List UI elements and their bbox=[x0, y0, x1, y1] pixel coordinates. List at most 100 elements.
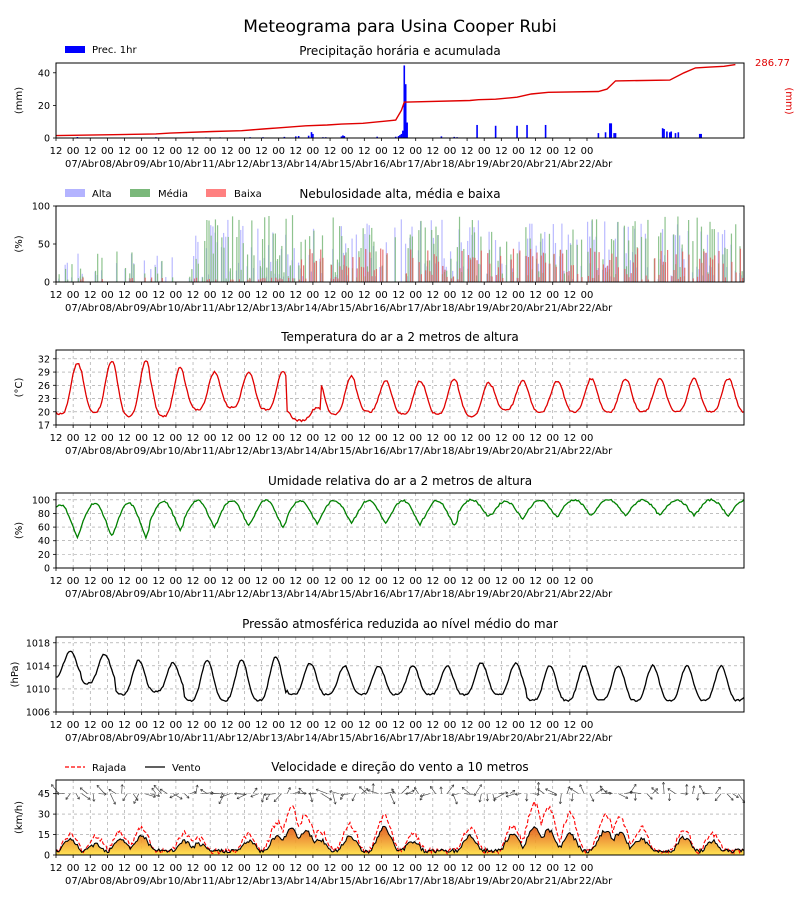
cloud-bar-media bbox=[223, 248, 224, 282]
cloud-bar-baixa bbox=[459, 268, 460, 282]
legend-label-baixa: Baixa bbox=[234, 189, 262, 200]
cloud-bar-baixa bbox=[616, 257, 617, 282]
cloud-bar-baixa bbox=[487, 253, 488, 282]
cloud-bar-media bbox=[697, 218, 698, 282]
x-date-label: 09/Abr bbox=[134, 876, 168, 887]
y-tick-label: 100 bbox=[32, 202, 50, 213]
x-tick-label: 00 bbox=[546, 863, 559, 874]
x-date-label: 10/Abr bbox=[168, 159, 202, 170]
cloud-bar-baixa bbox=[663, 262, 664, 282]
cloud-bar-media bbox=[251, 220, 252, 282]
cloud-bar-baixa bbox=[320, 250, 321, 282]
cloud-bar-baixa bbox=[419, 262, 420, 282]
cloud-bar-baixa bbox=[684, 268, 685, 282]
y-axis-label: (%) bbox=[14, 235, 25, 252]
x-tick-label: 12 bbox=[392, 720, 405, 731]
y-tick-label: 32 bbox=[38, 354, 50, 365]
x-date-label: 21/Abr bbox=[545, 733, 579, 744]
precip-bar bbox=[669, 132, 671, 138]
cloud-bar-baixa bbox=[145, 278, 146, 282]
x-tick-label: 00 bbox=[409, 576, 422, 587]
y-tick-label: 60 bbox=[38, 523, 50, 534]
y-tick-label: 26 bbox=[38, 381, 50, 392]
x-tick-label: 12 bbox=[324, 863, 337, 874]
cloud-bar-baixa bbox=[406, 273, 407, 282]
cloud-bar-baixa bbox=[581, 277, 582, 282]
wind-direction-arrow bbox=[545, 789, 555, 794]
x-tick-label: 00 bbox=[478, 720, 491, 731]
page-title: Meteograma para Usina Cooper Rubi bbox=[243, 17, 557, 37]
cloud-bar-media bbox=[206, 220, 207, 282]
x-tick-label: 12 bbox=[84, 863, 97, 874]
x-tick-label: 00 bbox=[341, 720, 354, 731]
precip-bar bbox=[675, 133, 677, 138]
x-date-label: 17/Abr bbox=[408, 159, 442, 170]
x-tick-label: 12 bbox=[50, 720, 63, 731]
x-date-label: 08/Abr bbox=[99, 876, 133, 887]
y-tick-label: 15 bbox=[38, 830, 50, 841]
cloud-bar-baixa bbox=[442, 266, 443, 282]
precip-bar bbox=[700, 134, 702, 138]
x-tick-label: 12 bbox=[461, 576, 474, 587]
x-tick-label: 12 bbox=[221, 433, 234, 444]
x-tick-label: 12 bbox=[84, 576, 97, 587]
cloud-bar-media bbox=[506, 242, 507, 282]
cloud-bar-baixa bbox=[444, 270, 445, 282]
precip-bar bbox=[605, 132, 607, 138]
y-tick-label: 0 bbox=[44, 851, 50, 862]
x-date-label: 22/Abr bbox=[579, 589, 613, 600]
x-tick-label: 00 bbox=[170, 863, 183, 874]
x-tick-label: 00 bbox=[512, 863, 525, 874]
cloud-bar-media bbox=[131, 252, 132, 282]
x-tick-label: 00 bbox=[512, 576, 525, 587]
x-tick-label: 12 bbox=[495, 290, 508, 301]
wind-direction-arrow bbox=[663, 782, 664, 793]
cloud-bar-baixa bbox=[376, 269, 377, 282]
y-tick-label: 1006 bbox=[26, 708, 50, 719]
y-tick-label: 30 bbox=[38, 810, 50, 821]
x-tick-label: 00 bbox=[409, 863, 422, 874]
x-date-label: 19/Abr bbox=[476, 589, 510, 600]
cloud-bar-baixa bbox=[498, 267, 499, 282]
cloud-bar-baixa bbox=[571, 265, 572, 282]
cloud-bar-baixa bbox=[680, 277, 681, 282]
cloud-bar-media bbox=[275, 234, 276, 282]
y-tick-label: 45 bbox=[38, 789, 50, 800]
x-tick-label: 12 bbox=[426, 290, 439, 301]
x-date-label: 15/Abr bbox=[339, 159, 373, 170]
x-tick-label: 12 bbox=[255, 433, 268, 444]
cloud-bar-media bbox=[277, 259, 278, 282]
cloud-bar-media bbox=[457, 247, 458, 282]
x-tick-label: 12 bbox=[495, 576, 508, 587]
x-tick-label: 12 bbox=[358, 290, 371, 301]
cloud-bar-media bbox=[172, 277, 173, 282]
x-tick-label: 00 bbox=[444, 146, 457, 157]
y-tick-label: 0 bbox=[44, 134, 50, 145]
x-tick-label: 12 bbox=[221, 146, 234, 157]
cloud-bar-baixa bbox=[566, 272, 567, 282]
cloud-bar-media bbox=[95, 271, 96, 282]
x-date-label: 13/Abr bbox=[271, 446, 305, 457]
x-date-label: 08/Abr bbox=[99, 159, 133, 170]
cloud-bar-media bbox=[371, 228, 372, 282]
cloud-bar-baixa bbox=[699, 259, 700, 282]
cloud-bar-baixa bbox=[605, 268, 606, 282]
x-tick-label: 00 bbox=[375, 433, 388, 444]
x-tick-label: 12 bbox=[187, 576, 200, 587]
cloud-bar-media bbox=[431, 230, 432, 282]
x-tick-label: 00 bbox=[238, 863, 251, 874]
x-tick-label: 00 bbox=[546, 576, 559, 587]
cloud-bar-baixa bbox=[740, 249, 741, 282]
precip-bar bbox=[610, 123, 612, 138]
cloud-bar-media bbox=[305, 240, 306, 282]
x-tick-label: 00 bbox=[101, 290, 114, 301]
x-date-label: 07/Abr bbox=[65, 733, 99, 744]
wind-direction-arrow bbox=[647, 794, 652, 800]
x-tick-label: 12 bbox=[289, 863, 302, 874]
x-date-label: 09/Abr bbox=[134, 159, 168, 170]
cloud-bar-media bbox=[266, 268, 267, 282]
cloud-bar-baixa bbox=[496, 275, 497, 282]
cloud-bar-media bbox=[395, 237, 396, 282]
legend-label-vento: Vento bbox=[172, 763, 201, 774]
cloud-bar-baixa bbox=[335, 277, 336, 282]
